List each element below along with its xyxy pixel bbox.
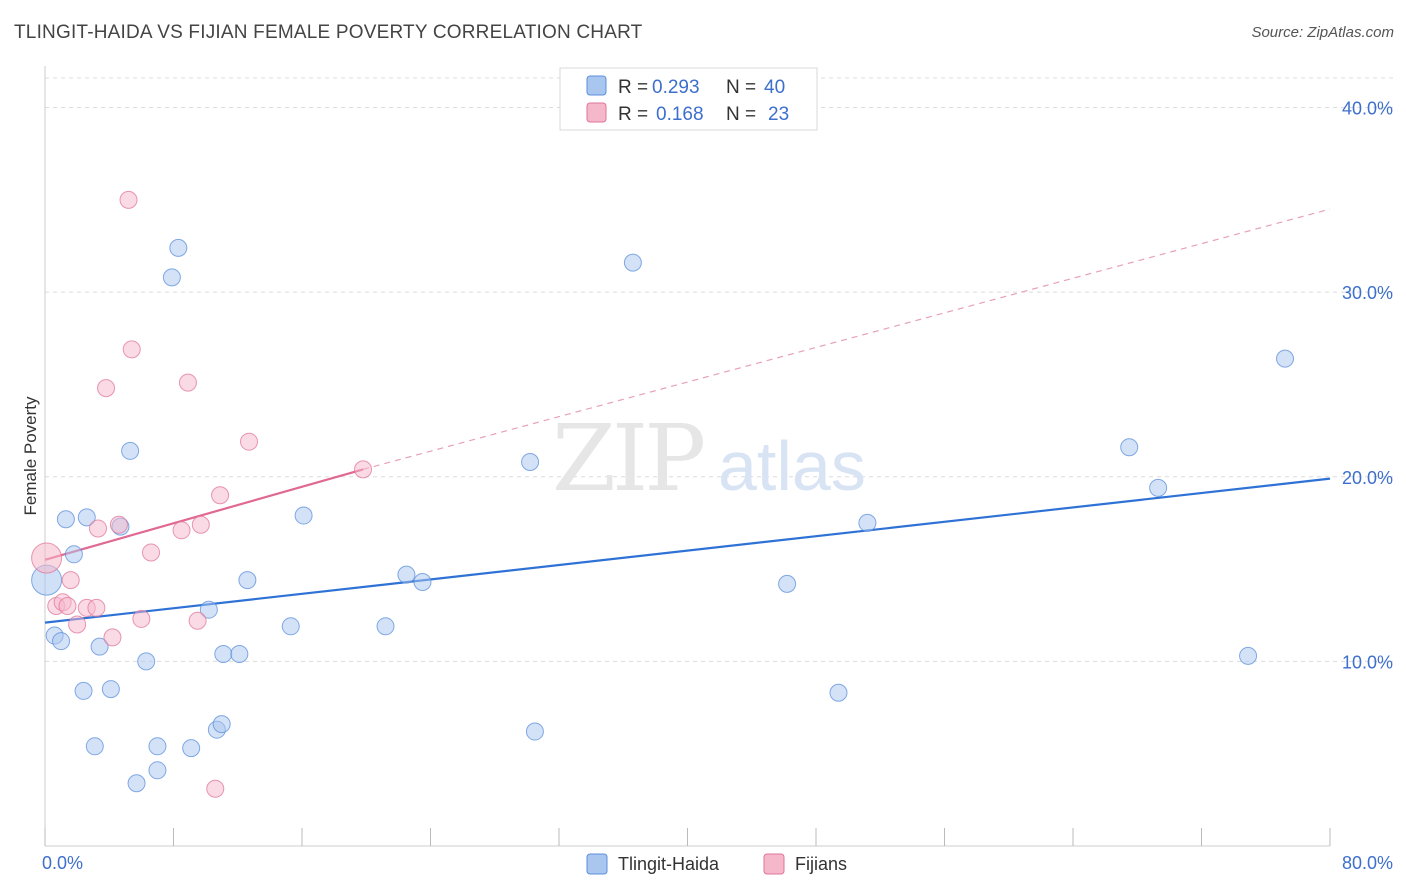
x-tick-labels: 0.0% 80.0% bbox=[42, 853, 1393, 873]
watermark-atlas: atlas bbox=[718, 427, 866, 505]
point-tlingit-haida-2 bbox=[52, 632, 71, 651]
y-tick-labels: 10.0% 20.0% 30.0% 40.0% bbox=[1342, 99, 1393, 673]
point-tlingit-haida-6 bbox=[77, 508, 96, 527]
trend-line-fijians-extension bbox=[362, 208, 1331, 470]
axes bbox=[44, 66, 1331, 847]
y-tick-label-2: 30.0% bbox=[1342, 283, 1393, 303]
watermark: ZIP atlas bbox=[552, 405, 866, 512]
point-tlingit-haida-4 bbox=[64, 545, 83, 564]
point-tlingit-haida-14 bbox=[148, 737, 167, 756]
point-tlingit-haida-3 bbox=[56, 510, 75, 529]
point-tlingit-haida-15 bbox=[148, 761, 167, 780]
point-tlingit-haida-25 bbox=[281, 617, 300, 636]
legend-swatch-tlingit-haida bbox=[586, 75, 607, 96]
point-tlingit-haida-28 bbox=[397, 565, 416, 584]
point-tlingit-haida-31 bbox=[525, 722, 544, 741]
point-tlingit-haida-22 bbox=[214, 645, 233, 663]
point-tlingit-haida-29 bbox=[413, 573, 432, 591]
point-tlingit-haida-21 bbox=[212, 715, 231, 734]
point-tlingit-haida-35 bbox=[858, 513, 877, 532]
legend-box: R = 0.293 N = 40 R = 0.168 N = 23 bbox=[559, 67, 818, 131]
trend-lines bbox=[44, 208, 1331, 624]
point-fijians-14 bbox=[132, 609, 151, 628]
point-fijians-3 bbox=[58, 597, 77, 615]
point-fijians-21 bbox=[211, 486, 230, 505]
point-tlingit-haida-13 bbox=[137, 652, 156, 671]
point-fijians-15 bbox=[142, 543, 161, 562]
bottom-legend-label-tlingit-haida: Tlingit-Haida bbox=[618, 854, 720, 874]
point-fijians-9 bbox=[97, 379, 116, 398]
point-fijians-16 bbox=[172, 521, 191, 540]
point-tlingit-haida-16 bbox=[162, 268, 181, 287]
trend-line-tlingit-haida bbox=[44, 477, 1331, 624]
point-fijians-7 bbox=[87, 598, 106, 617]
y-tick-label-1: 20.0% bbox=[1342, 468, 1393, 488]
point-tlingit-haida-17 bbox=[169, 238, 188, 257]
legend-n-value-1: 40 bbox=[764, 77, 785, 98]
point-fijians-5 bbox=[68, 615, 87, 634]
point-fijians-19 bbox=[191, 515, 210, 534]
legend-r-label-2: R = bbox=[618, 104, 648, 125]
point-tlingit-haida-39 bbox=[1276, 349, 1295, 368]
point-fijians-0 bbox=[31, 542, 63, 574]
y-axis-label: Female Poverty bbox=[21, 396, 40, 516]
point-fijians-18 bbox=[188, 611, 207, 630]
point-tlingit-haida-5 bbox=[74, 681, 93, 700]
point-fijians-4 bbox=[61, 571, 80, 590]
point-fijians-22 bbox=[239, 432, 258, 451]
trend-line-fijians bbox=[44, 468, 364, 561]
point-tlingit-haida-11 bbox=[121, 441, 140, 460]
point-tlingit-haida-19 bbox=[199, 600, 218, 619]
point-fijians-8 bbox=[89, 519, 108, 538]
source-label: Source: ZipAtlas.com bbox=[1251, 24, 1394, 41]
point-tlingit-haida-8 bbox=[90, 637, 109, 656]
point-tlingit-haida-26 bbox=[294, 506, 313, 525]
x-tick-label-max: 80.0% bbox=[1342, 853, 1393, 873]
point-fijians-11 bbox=[109, 515, 128, 534]
y-tick-label-0: 10.0% bbox=[1342, 652, 1393, 672]
point-fijians-13 bbox=[122, 340, 141, 359]
point-tlingit-haida-33 bbox=[778, 574, 797, 593]
point-tlingit-haida-23 bbox=[230, 645, 249, 663]
bottom-legend: Tlingit-Haida Fijians bbox=[586, 853, 847, 875]
bottom-legend-swatch-tlingit-haida bbox=[586, 853, 608, 875]
legend-r-label-1: R = bbox=[618, 77, 648, 98]
point-tlingit-haida-32 bbox=[623, 253, 642, 272]
legend-r-value-1: 0.293 bbox=[652, 77, 700, 98]
point-tlingit-haida-37 bbox=[1149, 478, 1168, 497]
legend-r-value-2: 0.168 bbox=[656, 104, 704, 125]
data-points bbox=[31, 190, 1295, 798]
legend-n-label-1: N = bbox=[726, 77, 756, 98]
point-tlingit-haida-27 bbox=[376, 617, 395, 636]
point-tlingit-haida-36 bbox=[1120, 438, 1139, 457]
point-fijians-12 bbox=[119, 190, 138, 209]
bottom-legend-swatch-fijians bbox=[763, 853, 785, 875]
point-tlingit-haida-34 bbox=[829, 683, 848, 702]
point-tlingit-haida-38 bbox=[1239, 646, 1258, 665]
point-tlingit-haida-12 bbox=[127, 774, 146, 793]
bottom-legend-label-fijians: Fijians bbox=[795, 854, 847, 874]
point-tlingit-haida-18 bbox=[182, 739, 201, 758]
point-tlingit-haida-7 bbox=[85, 737, 104, 756]
point-fijians-17 bbox=[178, 373, 197, 392]
point-fijians-23 bbox=[354, 460, 373, 479]
x-tick-label-min: 0.0% bbox=[42, 853, 83, 873]
point-tlingit-haida-9 bbox=[101, 680, 120, 699]
point-fijians-10 bbox=[103, 628, 122, 647]
point-fijians-20 bbox=[206, 779, 225, 798]
point-tlingit-haida-24 bbox=[238, 571, 257, 590]
point-tlingit-haida-30 bbox=[521, 453, 540, 471]
watermark-zip: ZIP bbox=[552, 405, 703, 512]
legend-n-label-2: N = bbox=[726, 104, 756, 125]
y-tick-label-3: 40.0% bbox=[1342, 99, 1393, 119]
legend-n-value-2: 23 bbox=[768, 104, 789, 125]
chart-title: TLINGIT-HAIDA VS FIJIAN FEMALE POVERTY C… bbox=[14, 22, 643, 43]
legend-swatch-fijians bbox=[586, 102, 607, 123]
